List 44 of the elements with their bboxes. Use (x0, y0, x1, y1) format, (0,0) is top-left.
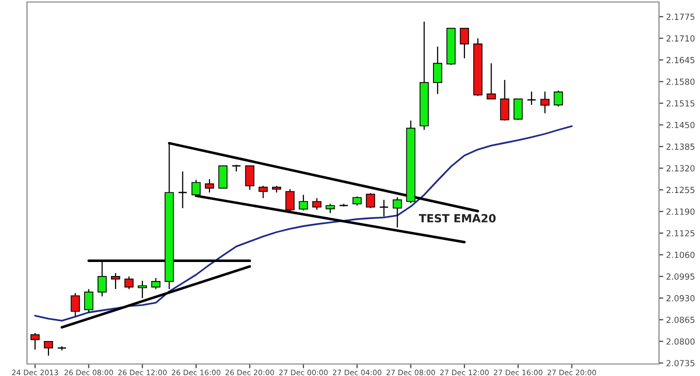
y-tick-label: 2.1255 (666, 186, 694, 194)
candlestick (460, 28, 470, 59)
candlestick (366, 192, 376, 209)
candlestick (151, 278, 160, 290)
y-tick-label: 2.1320 (666, 165, 695, 172)
y-tick-label: 2.1190 (666, 208, 695, 215)
candlestick (258, 185, 268, 199)
y-tick-label: 2.1645 (666, 56, 694, 64)
y-tick-label: 2.0865 (666, 316, 694, 323)
candlestick (44, 340, 54, 356)
candlestick (500, 79, 510, 122)
candlestick (554, 90, 563, 108)
candlestick (218, 165, 228, 189)
y-tick-label: 2.1775 (666, 14, 694, 20)
candlestick (110, 272, 120, 290)
y-tick-label: 2.1450 (666, 122, 695, 128)
candlestick (486, 62, 496, 100)
candlestick (70, 292, 80, 317)
y-tick-label: 2.0995 (666, 273, 694, 280)
candlestick (526, 91, 536, 106)
y-tick-label: 2.1515 (666, 100, 694, 107)
y-tick-label: 2.0800 (666, 338, 695, 345)
line-series (34, 125, 573, 322)
y-tick-label: 2.1580 (666, 78, 695, 85)
annotation: TEST EMA20 (418, 214, 496, 222)
candlestick (514, 98, 523, 120)
candlestick (178, 170, 188, 209)
candlestick (312, 198, 322, 210)
candlestick (433, 46, 442, 94)
candlestick (540, 91, 550, 114)
y-tick-label: 2.0735 (666, 360, 694, 366)
y-tick-label: 2.1060 (666, 252, 695, 258)
y-tick-label: 2.0930 (666, 295, 695, 302)
candlestick (326, 203, 335, 214)
y-tick-label: 2.1710 (666, 35, 695, 42)
candlestick (204, 178, 214, 194)
y-tick-label: 2.1385 (666, 144, 694, 150)
candlestick (245, 165, 254, 190)
candlestick (30, 332, 40, 350)
y-tick-label: 2.1125 (666, 230, 694, 236)
candlestick (84, 288, 94, 313)
candlestick (379, 199, 389, 218)
candlestick (298, 194, 308, 212)
candlestick (124, 276, 134, 290)
